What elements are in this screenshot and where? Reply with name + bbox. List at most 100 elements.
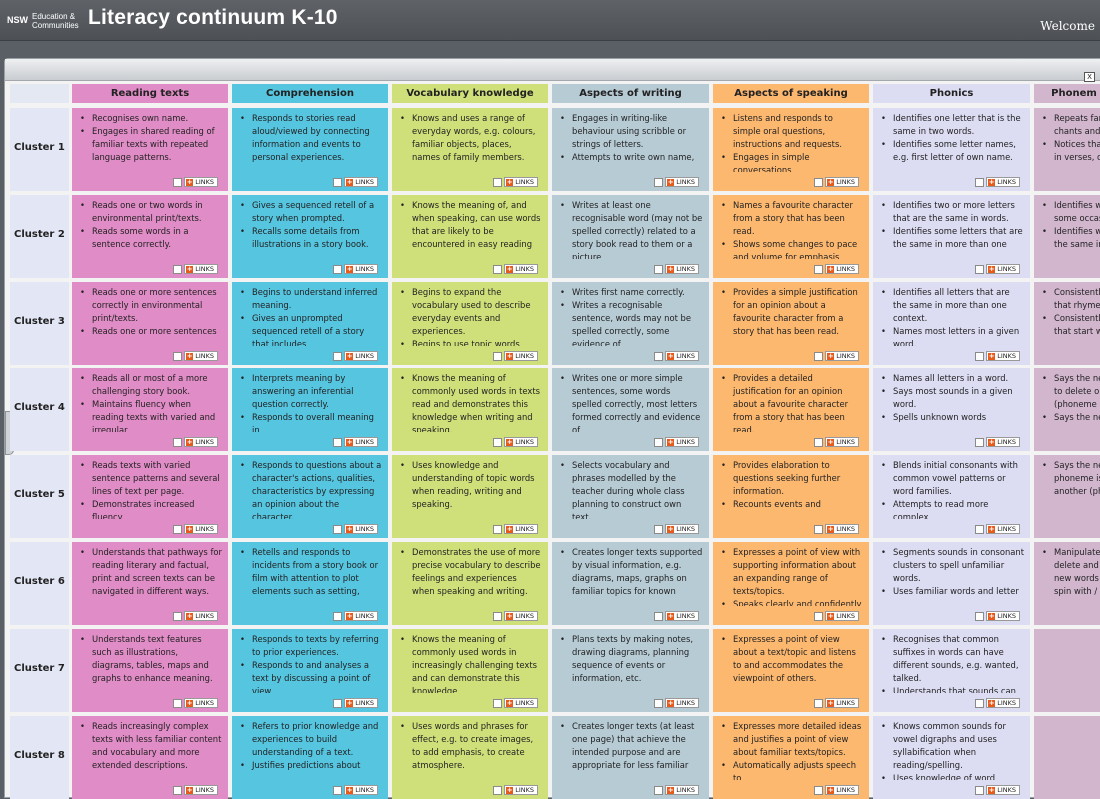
column-header-vocabulary-knowledge[interactable]: Vocabulary knowledge (392, 84, 548, 103)
links-button[interactable]: + LINKS (344, 698, 378, 708)
continuum-cell[interactable]: Selects vocabulary and phrases modelled … (552, 455, 709, 538)
continuum-cell[interactable]: Knows and uses a range of everyday words… (392, 108, 548, 191)
continuum-cell[interactable]: Writes at least one recognisable word (m… (552, 195, 709, 278)
select-checkbox[interactable] (173, 351, 183, 361)
select-checkbox[interactable] (814, 524, 824, 534)
links-button[interactable]: + LINKS (184, 698, 218, 708)
select-checkbox[interactable] (654, 437, 664, 447)
select-checkbox[interactable] (493, 611, 503, 621)
select-checkbox[interactable] (654, 524, 664, 534)
select-checkbox[interactable] (333, 351, 343, 361)
links-button[interactable]: + LINKS (986, 524, 1020, 534)
continuum-cell[interactable]: Writes first name correctly.Writes a rec… (552, 282, 709, 365)
continuum-cell[interactable]: Knows common sounds for vowel digraphs a… (873, 716, 1030, 799)
select-checkbox[interactable] (333, 698, 343, 708)
continuum-cell[interactable]: Identifies two or more letters that are … (873, 195, 1030, 278)
select-checkbox[interactable] (814, 698, 824, 708)
links-button[interactable]: + LINKS (504, 351, 538, 361)
continuum-cell[interactable]: Expresses a point of view about a text/t… (713, 629, 869, 712)
continuum-cell[interactable]: Identifies all letters that are the same… (873, 282, 1030, 365)
continuum-cell[interactable]: Repeats fam chants andNotices tha in ver… (1034, 108, 1100, 191)
select-checkbox[interactable] (814, 264, 824, 274)
links-button[interactable]: + LINKS (504, 177, 538, 187)
links-button[interactable]: + LINKS (344, 611, 378, 621)
column-header-aspects-of-speaking[interactable]: Aspects of speaking (713, 84, 869, 103)
links-button[interactable]: + LINKS (184, 524, 218, 534)
select-checkbox[interactable] (173, 264, 183, 274)
continuum-cell[interactable]: Understands that pathways for reading li… (72, 542, 228, 625)
continuum-cell[interactable] (1034, 716, 1100, 799)
continuum-cell[interactable]: Reads texts with varied sentence pattern… (72, 455, 228, 538)
select-checkbox[interactable] (814, 437, 824, 447)
column-header-aspects-of-writing[interactable]: Aspects of writing (552, 84, 709, 103)
links-button[interactable]: + LINKS (825, 177, 859, 187)
links-button[interactable]: + LINKS (344, 264, 378, 274)
links-button[interactable]: + LINKS (825, 611, 859, 621)
select-checkbox[interactable] (654, 264, 664, 274)
links-button[interactable]: + LINKS (504, 611, 538, 621)
links-button[interactable]: + LINKS (665, 264, 699, 274)
continuum-cell[interactable]: Begins to expand the vocabulary used to … (392, 282, 548, 365)
links-button[interactable]: + LINKS (504, 698, 538, 708)
links-button[interactable]: + LINKS (986, 177, 1020, 187)
select-checkbox[interactable] (654, 611, 664, 621)
select-checkbox[interactable] (975, 351, 985, 361)
select-checkbox[interactable] (975, 264, 985, 274)
select-checkbox[interactable] (493, 351, 503, 361)
select-checkbox[interactable] (333, 264, 343, 274)
select-checkbox[interactable] (173, 611, 183, 621)
links-button[interactable]: + LINKS (825, 524, 859, 534)
continuum-cell[interactable]: Says the ne to delete o (phoneme dSays t… (1034, 368, 1100, 451)
continuum-cell[interactable]: Reads all or most of a more challenging … (72, 368, 228, 451)
close-button[interactable]: X (1084, 72, 1095, 82)
continuum-cell[interactable]: Identifies one letter that is the same i… (873, 108, 1030, 191)
links-button[interactable]: + LINKS (665, 177, 699, 187)
nsw-logo[interactable]: NSW Education & Communities (7, 7, 85, 33)
continuum-cell[interactable]: Knows the meaning of commonly used words… (392, 368, 548, 451)
links-button[interactable]: + LINKS (184, 264, 218, 274)
continuum-cell[interactable]: Uses words and phrases for effect, e.g. … (392, 716, 548, 799)
continuum-cell[interactable]: Names all letters in a word.Says most so… (873, 368, 1030, 451)
select-checkbox[interactable] (333, 785, 343, 795)
continuum-cell[interactable]: Understands text features such as illust… (72, 629, 228, 712)
links-button[interactable]: + LINKS (665, 351, 699, 361)
continuum-cell[interactable]: Recognises that common suffixes in words… (873, 629, 1030, 712)
links-button[interactable]: + LINKS (504, 437, 538, 447)
links-button[interactable]: + LINKS (665, 524, 699, 534)
continuum-cell[interactable]: Demonstrates the use of more precise voc… (392, 542, 548, 625)
links-button[interactable]: + LINKS (825, 264, 859, 274)
select-checkbox[interactable] (814, 351, 824, 361)
links-button[interactable]: + LINKS (986, 264, 1020, 274)
links-button[interactable]: + LINKS (504, 524, 538, 534)
continuum-cell[interactable] (1034, 629, 1100, 712)
continuum-cell[interactable]: Uses knowledge and understanding of topi… (392, 455, 548, 538)
continuum-cell[interactable]: Names a favourite character from a story… (713, 195, 869, 278)
continuum-cell[interactable]: Responds to questions about a character'… (232, 455, 388, 538)
links-button[interactable]: + LINKS (665, 698, 699, 708)
continuum-cell[interactable]: Retells and responds to incidents from a… (232, 542, 388, 625)
continuum-cell[interactable]: Begins to understand inferred meaning.Gi… (232, 282, 388, 365)
select-checkbox[interactable] (493, 177, 503, 187)
continuum-cell[interactable]: Creates longer texts supported by visual… (552, 542, 709, 625)
continuum-cell[interactable]: Knows the meaning of commonly used words… (392, 629, 548, 712)
continuum-cell[interactable]: Recognises own name.Engages in shared re… (72, 108, 228, 191)
continuum-cell[interactable]: Consistently that rhymeConsistently that… (1034, 282, 1100, 365)
select-checkbox[interactable] (654, 351, 664, 361)
select-checkbox[interactable] (333, 177, 343, 187)
links-button[interactable]: + LINKS (825, 437, 859, 447)
select-checkbox[interactable] (975, 437, 985, 447)
continuum-cell[interactable]: Expresses more detailed ideas and justif… (713, 716, 869, 799)
continuum-cell[interactable]: Writes one or more simple sentences, som… (552, 368, 709, 451)
select-checkbox[interactable] (493, 437, 503, 447)
select-checkbox[interactable] (333, 437, 343, 447)
links-button[interactable]: + LINKS (825, 351, 859, 361)
continuum-cell[interactable]: Provides elaboration to questions seekin… (713, 455, 869, 538)
column-header-phonics[interactable]: Phonics (873, 84, 1030, 103)
continuum-cell[interactable]: Engages in writing-like behaviour using … (552, 108, 709, 191)
select-checkbox[interactable] (814, 611, 824, 621)
select-checkbox[interactable] (654, 177, 664, 187)
continuum-cell[interactable]: Responds to stories read aloud/viewed by… (232, 108, 388, 191)
select-checkbox[interactable] (173, 177, 183, 187)
links-button[interactable]: + LINKS (344, 524, 378, 534)
column-header-reading-texts[interactable]: Reading texts (72, 84, 228, 103)
